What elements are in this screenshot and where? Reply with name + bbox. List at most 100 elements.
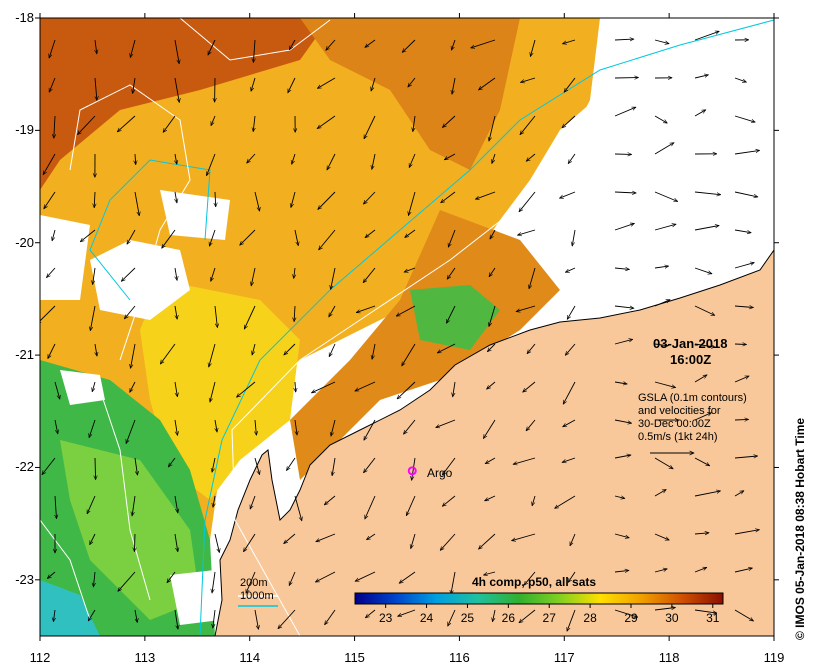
velocity-arrow [325, 609, 336, 625]
velocity-arrow [312, 381, 336, 394]
velocity-arrow [614, 533, 629, 538]
velocity-arrow [167, 571, 176, 583]
velocity-arrow [207, 153, 216, 176]
velocity-arrow [245, 571, 256, 593]
velocity-arrow [734, 191, 758, 197]
velocity-arrow [124, 305, 136, 319]
velocity-arrow [564, 77, 576, 92]
velocity-arrow [614, 570, 629, 572]
gsla-note-line: 0.5m/s (1kt 24h) [638, 431, 718, 443]
velocity-arrow [93, 571, 95, 587]
velocity-arrow [49, 77, 56, 92]
cloud-gap [170, 570, 220, 625]
velocity-arrow [175, 305, 177, 319]
velocity-arrow [174, 77, 179, 102]
velocity-arrow [86, 495, 96, 514]
date-label: 03-Jan-2018 [653, 336, 728, 351]
velocity-arrow [404, 267, 416, 272]
velocity-arrow [654, 344, 668, 346]
x-tick-label: 112 [29, 650, 51, 665]
velocity-arrow [654, 143, 674, 155]
velocity-arrow [363, 115, 376, 139]
velocity-arrow [284, 533, 296, 544]
velocity-arrow [54, 381, 60, 399]
velocity-arrow [404, 419, 416, 434]
velocity-arrow [44, 191, 56, 209]
velocity-arrow [251, 77, 256, 91]
velocity-arrow [121, 267, 136, 281]
velocity-arrow [437, 343, 456, 354]
velocity-arrow [694, 226, 719, 231]
velocity-arrow [451, 571, 456, 594]
argo-label: Argo [427, 466, 453, 480]
velocity-arrow [487, 343, 496, 352]
velocity-arrow [132, 495, 136, 516]
velocity-arrow [441, 191, 456, 203]
velocity-arrow [484, 571, 496, 575]
velocity-arrow [163, 115, 176, 132]
velocity-arrow [42, 457, 56, 475]
velocity-arrow [489, 229, 496, 239]
velocity-arrow [47, 267, 56, 278]
velocity-arrow [95, 77, 97, 100]
argo-marker [407, 466, 417, 476]
velocity-arrow [563, 39, 576, 44]
velocity-arrow [89, 419, 96, 438]
velocity-arrow [365, 39, 376, 47]
velocity-arrow [614, 268, 629, 269]
velocity-arrow [213, 495, 215, 507]
velocity-arrow [92, 381, 96, 392]
sst-field-orange [290, 210, 560, 480]
velocity-arrow [447, 609, 456, 626]
velocity-arrow [694, 267, 712, 274]
velocity-arrow [734, 150, 760, 155]
velocity-arrow [479, 77, 496, 90]
velocity-arrow [207, 39, 216, 55]
velocity-arrow [326, 39, 336, 50]
velocity-arrow [529, 267, 536, 289]
velocity-arrow [453, 381, 456, 397]
legend-200m-label: 200m [240, 577, 268, 589]
velocity-arrow [160, 343, 176, 364]
velocity-arrow [237, 381, 256, 397]
velocity-arrow [734, 491, 744, 497]
velocity-arrow [734, 530, 759, 535]
velocity-arrow [95, 39, 97, 54]
velocity-arrow [734, 609, 754, 621]
velocity-arrow [654, 115, 667, 124]
velocity-arrow [614, 39, 634, 40]
gsla-contour [69, 84, 191, 361]
velocity-arrow [563, 419, 576, 428]
velocity-arrow [565, 343, 576, 355]
velocity-arrow [567, 305, 576, 319]
velocity-arrow [568, 153, 576, 164]
y-tick-label: -21 [15, 347, 34, 363]
velocity-arrow [118, 571, 136, 591]
velocity-arrow [175, 153, 177, 164]
cloud-gap [560, 18, 774, 300]
velocity-arrow [215, 191, 216, 207]
velocity-arrow [734, 263, 754, 269]
velocity-arrow [452, 77, 456, 94]
isobath-200m [231, 29, 774, 636]
velocity-arrow [88, 609, 96, 621]
colorbar-tick-label: 29 [624, 611, 638, 625]
velocity-arrow [555, 495, 576, 508]
velocity-arrow [214, 533, 219, 553]
velocity-arrow [365, 609, 376, 618]
velocity-arrow [211, 267, 216, 281]
velocity-arrow [614, 223, 634, 231]
velocity-arrow [734, 229, 751, 233]
velocity-arrow [485, 495, 496, 502]
velocity-arrow [372, 153, 376, 169]
velocity-arrow [614, 192, 636, 193]
velocity-arrow [355, 571, 376, 582]
velocity-arrow [316, 533, 336, 542]
x-tick-label: 113 [134, 650, 156, 665]
gsla-note: GSLA (0.1m contours) and velocities for … [638, 392, 747, 444]
velocity-arrow [402, 39, 416, 52]
gsla-note-line: and velocities for [638, 405, 721, 417]
velocity-arrow [211, 115, 216, 126]
velocity-arrow [210, 381, 216, 402]
